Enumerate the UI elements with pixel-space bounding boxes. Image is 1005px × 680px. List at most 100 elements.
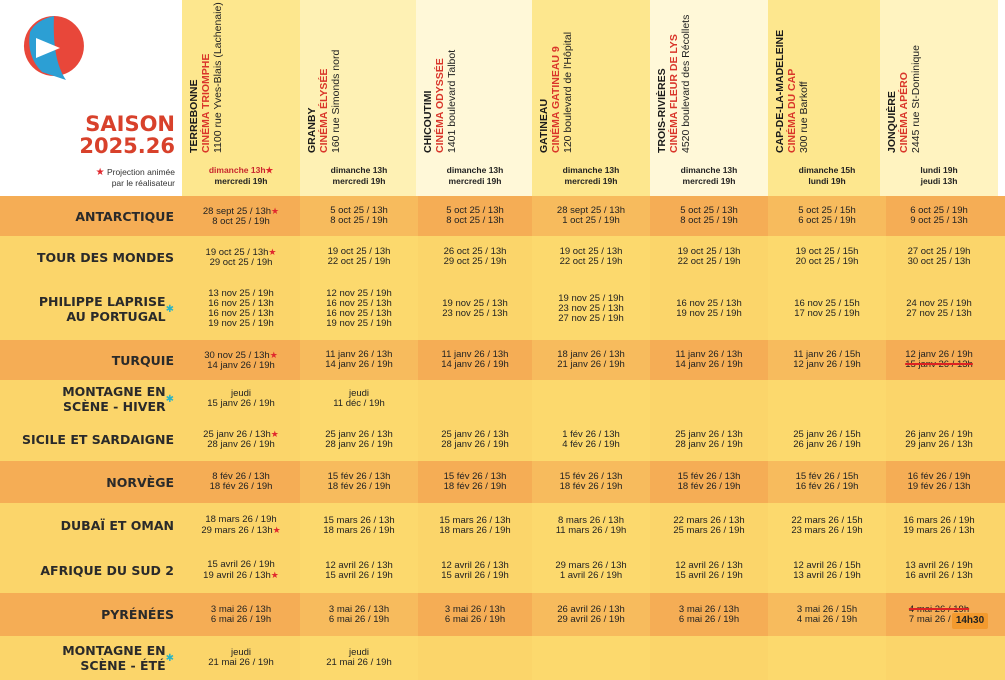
row-cell-bg xyxy=(300,548,418,593)
logo-icon xyxy=(23,16,84,80)
schedule-cell xyxy=(650,380,768,418)
cell-line: 22 mars 26 / 15h xyxy=(791,514,863,526)
schedule-row xyxy=(0,636,1005,680)
schedule-row xyxy=(0,593,1005,636)
city-name: GRANBY xyxy=(306,107,318,153)
row-title: MONTAGNE EN SCÈNE - ÉTÉ ✱ xyxy=(20,636,174,680)
day-label-1: dimanche 13h★ xyxy=(208,165,274,175)
schedule-cell: 15 fév 26 / 15h 16 fév 26 / 19h xyxy=(768,461,886,503)
schedule-cell xyxy=(768,380,886,418)
cell-line: 8 fév 26 / 13h xyxy=(212,471,270,482)
schedule-cell: 19 oct 25 / 15h 20 oct 25 / 19h xyxy=(768,236,886,278)
row-title: TOUR DES MONDES xyxy=(20,236,174,278)
cell-line: 5 oct 25 / 13h xyxy=(446,205,504,216)
schedule-cell: 4 mai 26 / 19h 7 mai 26 / 19h xyxy=(880,593,998,636)
cell-line: 16 nov 25 / 13h xyxy=(676,298,742,309)
header-text: GATINEAU CINÉMA GATINEAU 9 120 boulevard d… xyxy=(538,1,574,153)
note-line1: Projection animée xyxy=(106,167,175,177)
cell-line: 8 oct 25 / 13h xyxy=(446,215,504,226)
row-title-text: TOUR DES MONDES xyxy=(37,249,174,265)
day-labels: dimanche 13h★ mercredi 19h xyxy=(182,165,300,187)
cell-line: 15 fév 26 / 13h xyxy=(327,471,391,482)
row-cell-bg xyxy=(768,196,886,236)
cell-line: 28 janv 26 / 19h xyxy=(441,438,509,450)
row-cell-bg xyxy=(532,593,650,636)
cinema-address: 120 boulevard de l'Hôpital xyxy=(562,31,574,153)
cell-line: 28 janv 26 / 19h xyxy=(675,438,743,450)
season-title: SAISON 2025.26 xyxy=(60,113,175,157)
cell-line: 4 mai 26 / 19h xyxy=(908,603,970,615)
cell-line: 7 mai 26 / 19h xyxy=(908,613,970,625)
schedule-cell: 25 janv 26 / 15h 26 janv 26 / 19h xyxy=(768,418,886,461)
cell-line: 15 avril 26 / 19h xyxy=(441,569,509,581)
cell-line: 1 avril 26 / 19h xyxy=(559,569,623,581)
schedule-cell: 5 oct 25 / 15h 6 oct 25 / 19h xyxy=(768,196,886,236)
row-cell-bg xyxy=(768,461,886,503)
cell-line: 29 janv 26 / 13h xyxy=(905,438,973,450)
cell-line: 26 janv 26 / 19h xyxy=(793,438,861,450)
column-header: TROIS-RIVIÈRES CINÉMA FLEUR DE LYS 4520 bo… xyxy=(650,0,768,158)
row-title: ANTARCTIQUE xyxy=(20,196,174,236)
row-title: AFRIQUE DU SUD 2 xyxy=(20,548,174,593)
schedule-cell: 25 janv 26 / 13h 28 janv 26 / 19h xyxy=(650,418,768,461)
cell-line: 16 fév 26 / 19h xyxy=(795,481,859,492)
cell-line: 6 oct 25 / 19h xyxy=(798,215,856,226)
schedule-cell: 15 mars 26 / 13h 18 mars 26 / 19h xyxy=(300,503,418,548)
star-icon: ★ xyxy=(270,570,279,580)
teal-star-icon: ✱ xyxy=(165,652,174,664)
cell-line: 16 nov 25 / 13h xyxy=(326,308,392,319)
schedule-cell: 29 mars 26 / 13h 1 avril 26 / 19h xyxy=(532,548,650,593)
row-cell-bg xyxy=(300,340,418,380)
cell-line: 24 nov 25 / 19h xyxy=(906,298,972,309)
cell-line: 23 mars 26 / 19h xyxy=(791,524,863,536)
cell-line: 19 oct 25 / 13h xyxy=(327,246,391,257)
schedule-cell: 5 oct 25 / 13h 8 oct 25 / 19h xyxy=(650,196,768,236)
cell-line: 15 janv 26 / 19h xyxy=(207,398,275,409)
schedule-cell: 11 janv 26 / 13h 14 janv 26 / 19h xyxy=(300,340,418,380)
header-text: CAP-DE-LA-MADELEINE CINÉMA DU CAP 300 rue … xyxy=(774,1,810,153)
cell-line: 26 janv 26 / 19h xyxy=(905,428,973,440)
schedule-cell: 22 mars 26 / 15h 23 mars 26 / 19h xyxy=(768,503,886,548)
header-text: JONQUIÈRE CINÉMA APÉRO 2445 rue St-Dominiq… xyxy=(886,1,922,153)
row-cell-bg xyxy=(300,196,418,236)
row-title-text: AFRIQUE DU SUD 2 xyxy=(40,563,174,578)
schedule-cell: jeudi 21 mai 26 / 19h xyxy=(300,636,418,680)
cell-line: 13 avril 26 / 19h xyxy=(793,569,861,581)
header-text: GRANBY CINÉMA ÉLYSÉE 160 rue Simonds nord xyxy=(306,1,342,153)
cell-line: 14 janv 26 / 19h xyxy=(441,359,509,370)
header-text: TROIS-RIVIÈRES CINÉMA FLEUR DE LYS 4520 bo… xyxy=(656,1,692,153)
row-cell-bg xyxy=(532,380,650,418)
column-header: CHICOUTIMI CINÉMA ODYSSÉE 1401 boulevard T… xyxy=(416,0,534,158)
schedule-cell: 12 avril 26 / 15h 13 avril 26 / 19h xyxy=(768,548,886,593)
schedule-cell xyxy=(416,380,534,418)
day-label-2: mercredi 19h xyxy=(214,176,268,186)
cell-line: 11 janv 26 / 13h xyxy=(325,349,393,360)
cell-line: 18 janv 26 / 13h xyxy=(557,349,625,360)
cell-line: 12 nov 25 / 19h xyxy=(326,288,392,299)
cell-line: 19 oct 25 / 15h xyxy=(795,246,859,257)
cell-line: 15 fév 26 / 13h xyxy=(677,471,741,482)
cell-line: 18 fév 26 / 19h xyxy=(209,481,273,492)
row-title-text: DUBAÏ ET OMAN xyxy=(60,518,174,533)
row-title-text: PHILIPPE LAPRISE AU PORTUGAL xyxy=(38,294,166,324)
schedule-cell: 12 avril 26 / 13h 15 avril 26 / 19h xyxy=(416,548,534,593)
cell-line: 11 déc / 19h xyxy=(333,398,385,409)
cell-line: 6 oct 25 / 19h xyxy=(910,205,968,216)
cell-line: 26 oct 25 / 13h xyxy=(443,246,507,257)
row-title: PYRÉNÉES xyxy=(20,593,174,636)
cell-line: 1 oct 25 / 19h xyxy=(562,215,620,226)
city-name: CAP-DE-LA-MADELEINE xyxy=(774,29,786,153)
cell-line: 8 oct 25 / 19h xyxy=(680,215,738,226)
cinema-address: 300 rue Barkoff xyxy=(798,81,810,153)
schedule-row xyxy=(0,196,1005,236)
cinema-address: 1100 rue Yves-Blais (Lachenaie) xyxy=(212,2,224,153)
teal-star-icon: ✱ xyxy=(165,393,174,405)
day-label-1: dimanche 13h xyxy=(446,165,504,175)
cell-line: 5 oct 25 / 13h xyxy=(680,205,738,216)
cell-line: 23 nov 25 / 13h xyxy=(558,303,624,314)
schedule-cell: 25 janv 26 / 13h★ 28 janv 26 / 19h xyxy=(182,418,300,461)
cell-line: 29 avril 26 / 19h xyxy=(557,613,625,625)
cell-line: 28 sept 25 / 13h★ xyxy=(202,205,280,217)
cell-line: 19 oct 25 / 13h xyxy=(677,246,741,257)
cell-line: 14 janv 26 / 19h xyxy=(675,359,743,370)
